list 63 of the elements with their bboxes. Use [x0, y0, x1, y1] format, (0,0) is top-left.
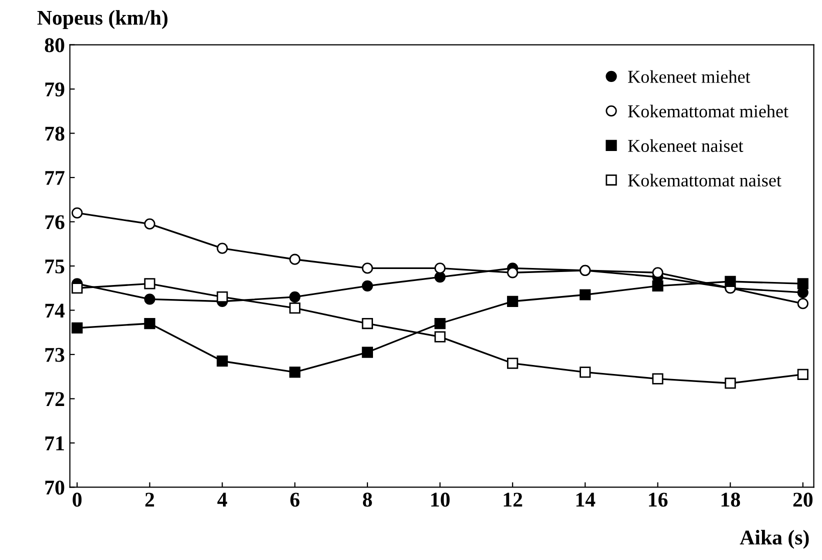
point: [216, 291, 228, 303]
point: [724, 276, 736, 288]
x-tick-label: 16: [648, 492, 668, 507]
point: [289, 254, 300, 265]
y-tick-label: 75: [45, 260, 64, 274]
y-tick-label: 79: [45, 82, 64, 96]
y-tick-label: 71: [45, 436, 64, 450]
point: [144, 218, 156, 230]
x-tick-label: 20: [793, 492, 813, 507]
x-axis-title: Aika (s): [740, 530, 809, 549]
point: [797, 298, 808, 310]
point: [434, 331, 446, 342]
point: [362, 262, 373, 274]
x-tick-label: 18: [722, 492, 740, 507]
point: [144, 294, 156, 305]
point: [362, 346, 373, 358]
point: [652, 267, 664, 278]
point: [580, 289, 591, 300]
point: [144, 318, 156, 330]
point: [434, 262, 446, 274]
x-tick-label: 6: [290, 492, 300, 507]
y-tick-label: 77: [45, 171, 64, 185]
point: [580, 366, 591, 378]
point: [72, 207, 83, 218]
y-axis-title: Nopeus (km/h): [37, 10, 168, 30]
point: [72, 282, 83, 294]
point: [216, 356, 228, 367]
legend-label: Kokeneet miehet: [628, 70, 750, 83]
legend-label: Kokemattomat naiset: [628, 174, 782, 187]
point: [797, 368, 808, 380]
y-tick-label: 76: [45, 215, 64, 230]
point: [507, 267, 518, 278]
y-tick-label: 74: [45, 304, 65, 318]
point: [289, 302, 300, 314]
x-tick-label: 2: [145, 492, 154, 507]
legend-label: Kokeneet naiset: [628, 139, 744, 152]
y-tick-label: 73: [45, 348, 64, 362]
y-tick-label: 72: [45, 392, 64, 406]
legend-label: Kokemattomat miehet: [628, 104, 788, 118]
point: [724, 378, 736, 389]
x-tick-label: 8: [362, 492, 372, 507]
point: [362, 318, 373, 330]
point: [434, 272, 446, 283]
point: [362, 280, 373, 292]
point: [652, 373, 664, 384]
y-tick-label: 70: [45, 480, 64, 495]
x-tick-label: 0: [72, 492, 82, 507]
point: [507, 296, 518, 307]
x-tick-label: 12: [504, 492, 522, 507]
y-tick-label: 78: [45, 126, 64, 141]
x-tick-label: 4: [217, 492, 228, 507]
point: [652, 280, 664, 292]
point: [434, 318, 446, 330]
point: [797, 278, 808, 290]
point: [507, 358, 518, 369]
point: [72, 322, 83, 334]
x-tick-label: 14: [576, 492, 596, 507]
point: [289, 366, 300, 378]
point: [216, 242, 228, 254]
x-tick-label: 10: [431, 492, 450, 507]
y-tick-label: 80: [44, 38, 64, 52]
point: [144, 278, 156, 290]
point: [289, 291, 300, 303]
